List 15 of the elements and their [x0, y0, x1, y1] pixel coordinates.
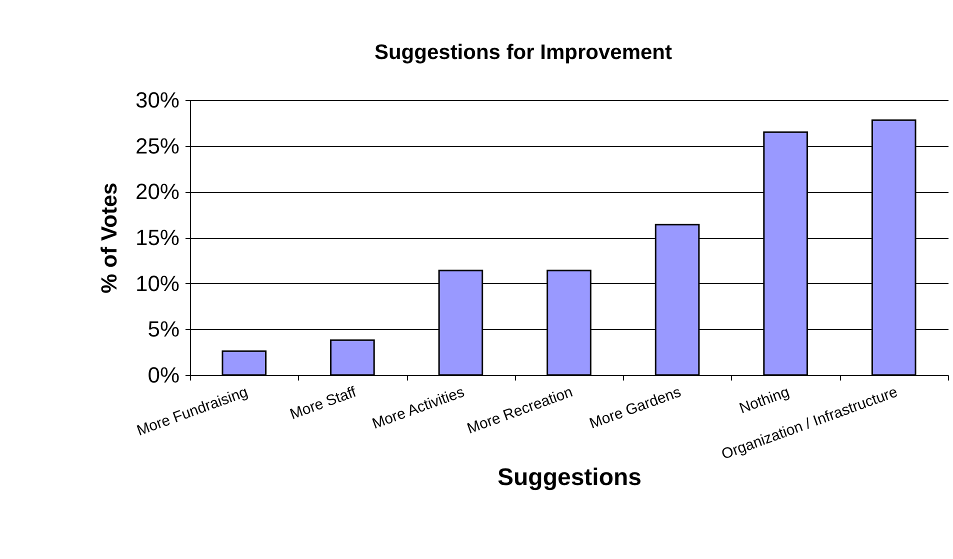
x-tick-label: More Staff — [288, 383, 360, 424]
y-tick-label: 20% — [135, 179, 180, 204]
x-tick-label: Nothing — [737, 384, 792, 418]
y-axis-title: % of Votes — [96, 182, 122, 294]
bar — [330, 339, 375, 376]
chart-title: Suggestions for Improvement — [374, 41, 672, 64]
y-tick-label: 5% — [148, 316, 180, 342]
bar — [222, 350, 267, 376]
y-tick-label: 25% — [135, 133, 180, 158]
y-tick-label: 15% — [135, 225, 180, 250]
y-tick-label: 30% — [135, 88, 180, 112]
y-tick-label: 10% — [135, 270, 180, 296]
x-tick-label: More Gardens — [587, 384, 684, 432]
x-axis-title: Suggestions — [497, 464, 642, 492]
y-tick-label: 0% — [148, 362, 180, 388]
